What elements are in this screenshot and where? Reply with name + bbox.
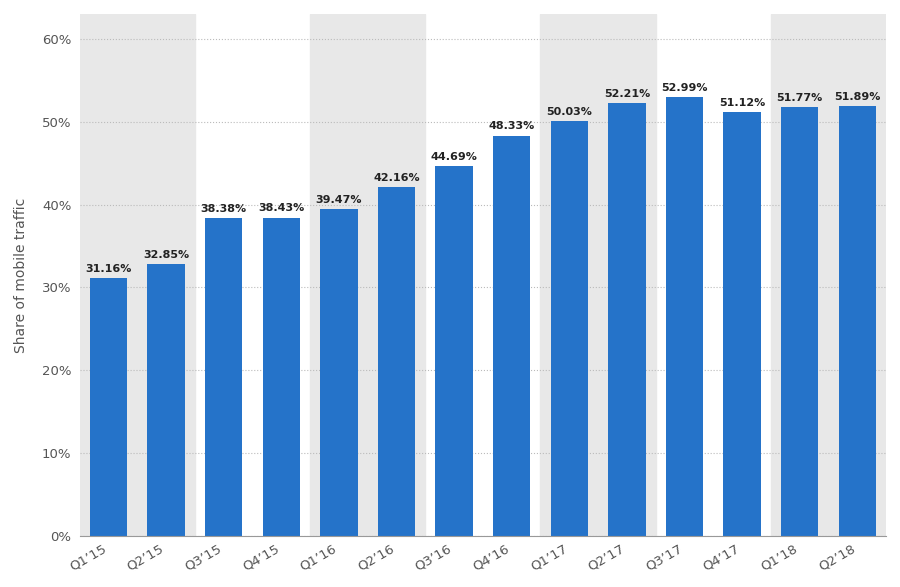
Text: 51.77%: 51.77% <box>777 93 823 103</box>
Bar <box>551 122 588 537</box>
Text: 52.99%: 52.99% <box>662 83 707 93</box>
Text: 38.43%: 38.43% <box>258 204 304 214</box>
Bar <box>666 97 703 537</box>
Bar <box>205 218 242 537</box>
Bar <box>90 278 127 537</box>
Text: 32.85%: 32.85% <box>143 249 189 259</box>
Text: 51.12%: 51.12% <box>719 98 765 108</box>
Bar <box>493 136 530 537</box>
Text: 50.03%: 50.03% <box>546 107 592 117</box>
Text: 39.47%: 39.47% <box>316 195 362 205</box>
Bar <box>724 112 760 537</box>
Bar <box>436 166 472 537</box>
Text: 31.16%: 31.16% <box>86 264 131 274</box>
Bar <box>148 264 184 537</box>
Bar <box>378 187 415 537</box>
Text: 44.69%: 44.69% <box>430 151 478 161</box>
Bar <box>320 209 357 537</box>
Text: 48.33%: 48.33% <box>489 122 535 131</box>
Bar <box>263 218 300 537</box>
Text: 52.21%: 52.21% <box>604 89 650 99</box>
Bar <box>608 103 645 537</box>
Bar <box>310 14 426 537</box>
Bar <box>541 14 656 537</box>
Text: 51.89%: 51.89% <box>834 92 880 102</box>
Bar <box>771 14 886 537</box>
Text: 38.38%: 38.38% <box>201 204 247 214</box>
Text: 42.16%: 42.16% <box>374 173 419 183</box>
Bar <box>79 14 194 537</box>
Y-axis label: Share of mobile traffic: Share of mobile traffic <box>14 197 28 353</box>
Bar <box>839 106 876 537</box>
Bar <box>781 107 818 537</box>
